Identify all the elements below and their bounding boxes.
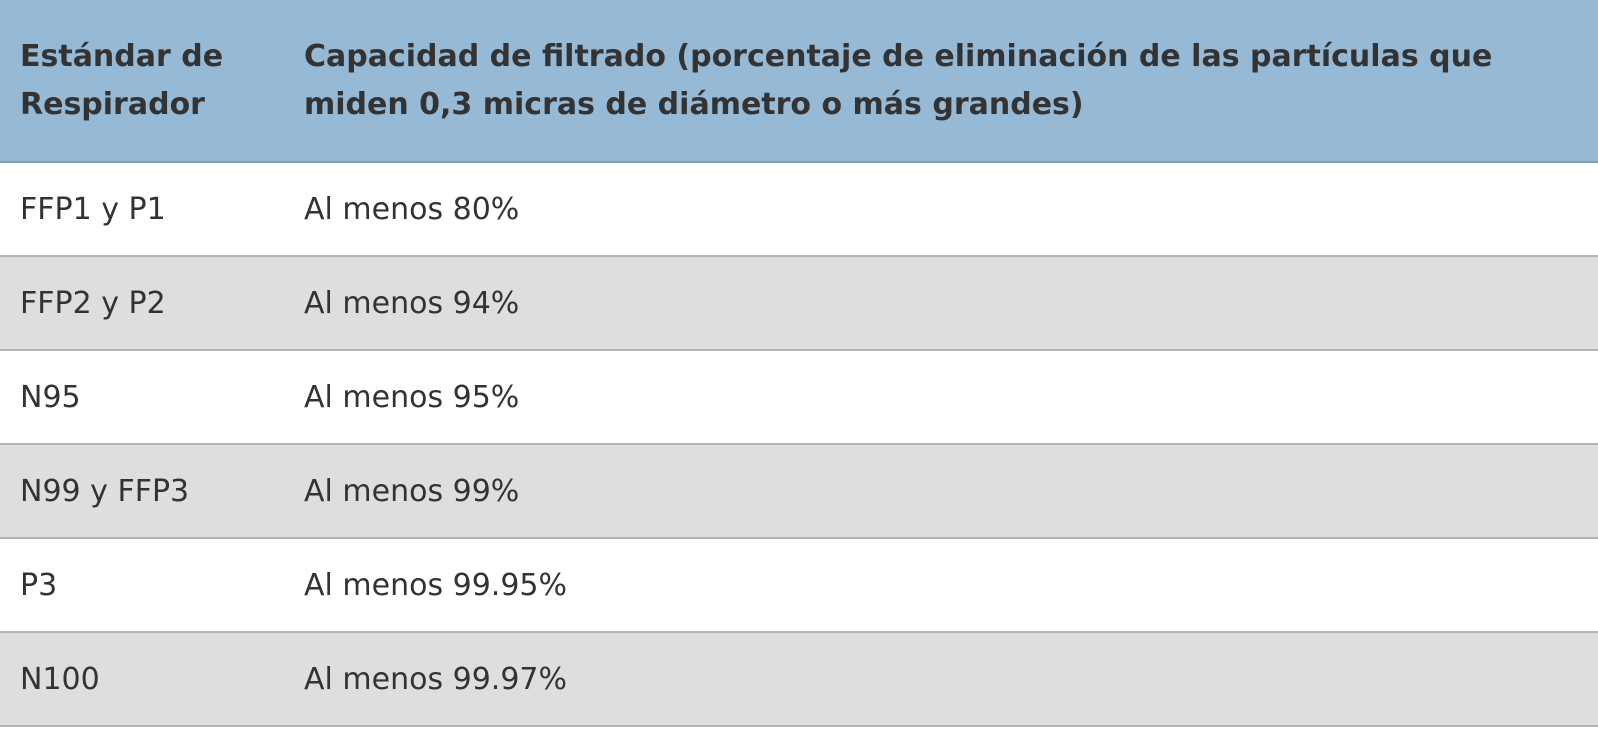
table-header: Estándar de Respirador Capacidad de filt…	[0, 0, 1598, 163]
header-standard: Estándar de Respirador	[0, 0, 286, 163]
cell-capacity: Al menos 95%	[286, 350, 1598, 445]
cell-standard: N99 y FFP3	[0, 444, 286, 539]
table-body: FFP1 y P1 Al menos 80% FFP2 y P2 Al meno…	[0, 162, 1598, 727]
table-row: FFP1 y P1 Al menos 80%	[0, 162, 1598, 257]
cell-standard: FFP1 y P1	[0, 162, 286, 257]
header-filter-capacity: Capacidad de filtrado (porcentaje de eli…	[286, 0, 1598, 163]
table-row: P3 Al menos 99.95%	[0, 538, 1598, 633]
cell-standard: FFP2 y P2	[0, 256, 286, 351]
table-row: N95 Al menos 95%	[0, 350, 1598, 445]
header-row: Estándar de Respirador Capacidad de filt…	[0, 0, 1598, 163]
cell-capacity: Al menos 99.95%	[286, 538, 1598, 633]
cell-capacity: Al menos 94%	[286, 256, 1598, 351]
table-row: N100 Al menos 99.97%	[0, 632, 1598, 727]
cell-capacity: Al menos 99%	[286, 444, 1598, 539]
cell-standard: N95	[0, 350, 286, 445]
cell-capacity: Al menos 80%	[286, 162, 1598, 257]
cell-standard: P3	[0, 538, 286, 633]
cell-standard: N100	[0, 632, 286, 727]
cell-capacity: Al menos 99.97%	[286, 632, 1598, 727]
table-row: FFP2 y P2 Al menos 94%	[0, 256, 1598, 351]
table-row: N99 y FFP3 Al menos 99%	[0, 444, 1598, 539]
